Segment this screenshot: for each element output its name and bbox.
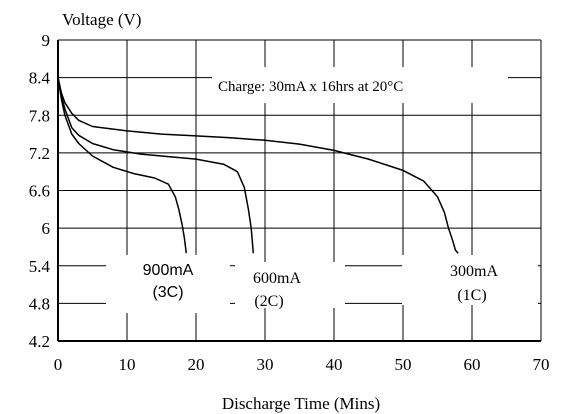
x-tick-label: 70: [533, 355, 550, 374]
y-tick-label: 8.4: [29, 69, 51, 88]
y-tick-label: 6: [42, 219, 51, 238]
y-tick-label: 9: [42, 31, 51, 50]
series-label-600ma: 600mA: [253, 270, 301, 287]
x-tick-label: 0: [54, 355, 63, 374]
labels: Charge: 30mA x 16hrs at 20°C Voltage (V)…: [62, 10, 538, 413]
series-lines: [57, 77, 459, 254]
series-label-900ma: 900mA: [143, 262, 194, 279]
y-tick-label: 7.8: [29, 106, 50, 125]
series-label-1c: (1C): [457, 287, 486, 304]
y-tick-label: 4.2: [29, 332, 50, 351]
x-tick-label: 50: [395, 355, 412, 374]
series-line-3: [57, 77, 459, 254]
y-tick-label: 6.6: [29, 182, 50, 201]
x-tick-label: 30: [257, 355, 274, 374]
tick-labels: 4.2 4.8 5.4 6 6.6 7.2 7.8 8.4 9 0 10 20 30 40 50 60 70: [29, 31, 550, 374]
series-line-2: [57, 77, 255, 254]
series-label-3c: (3C): [152, 284, 183, 301]
series-label-bg-900: [106, 255, 230, 313]
y-tick-label: 5.4: [29, 257, 51, 276]
series-line-1: [57, 77, 188, 254]
series-label-300ma: 300mA: [450, 263, 498, 280]
series-label-bg-300: [402, 255, 538, 305]
y-axis-label: Voltage (V): [62, 10, 141, 29]
x-tick-label: 60: [464, 355, 481, 374]
x-tick-label: 20: [188, 355, 205, 374]
annotation-box: [212, 67, 508, 103]
series-label-bg-600: [235, 262, 345, 308]
x-tick-label: 10: [119, 355, 136, 374]
annotation-text: Charge: 30mA x 16hrs at 20°C: [218, 79, 403, 95]
x-tick-label: 40: [326, 355, 343, 374]
y-tick-label: 7.2: [29, 144, 50, 163]
series-label-2c: (2C): [254, 293, 283, 310]
x-axis-label: Discharge Time (Mins): [222, 394, 380, 413]
y-tick-label: 4.8: [29, 294, 50, 313]
